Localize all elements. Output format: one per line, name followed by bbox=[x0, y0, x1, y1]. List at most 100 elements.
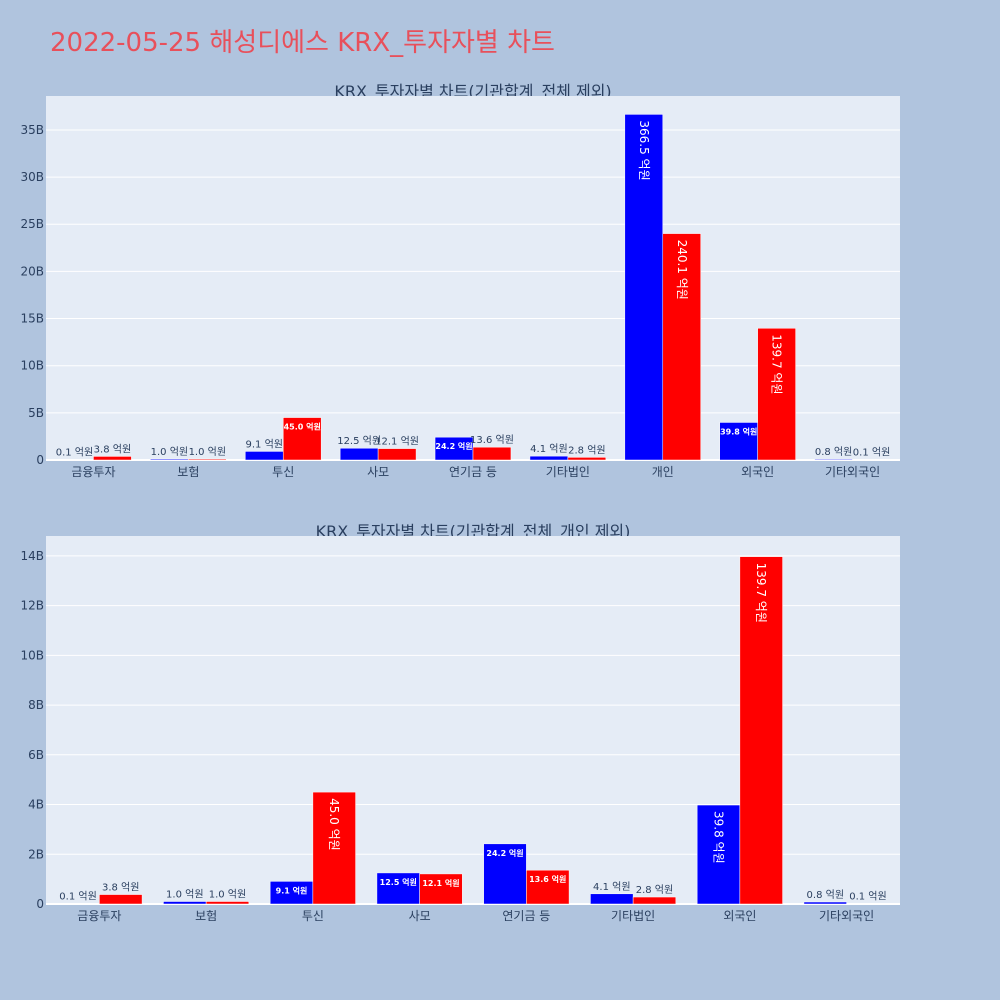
bar-sell bbox=[419, 873, 463, 905]
data-label: 39.8 억원 bbox=[712, 811, 726, 864]
bar-buy bbox=[245, 451, 284, 461]
bar-buy bbox=[56, 903, 100, 905]
data-label: 0.1 억원 bbox=[56, 447, 93, 459]
data-label: 3.8 억원 bbox=[102, 882, 139, 894]
x-tick-label: 투신 bbox=[302, 909, 324, 923]
data-label: 13.6 억원 bbox=[529, 874, 566, 884]
bar-sell bbox=[526, 869, 570, 905]
data-label: 1.0 억원 bbox=[151, 446, 188, 458]
y-tick-label: 0 bbox=[36, 897, 44, 911]
y-tick-label: 35B bbox=[20, 123, 44, 137]
y-tick-label: 14B bbox=[20, 549, 44, 563]
y-tick-label: 25B bbox=[20, 217, 44, 231]
data-label: 2.8 억원 bbox=[636, 884, 673, 896]
bar-sell bbox=[852, 459, 891, 461]
bar-buy bbox=[590, 893, 634, 905]
bar-buy bbox=[529, 455, 569, 461]
x-tick-label: 사모 bbox=[367, 465, 389, 479]
bar-sell bbox=[472, 446, 512, 461]
x-tick-label: 보험 bbox=[177, 465, 199, 479]
data-label: 0.1 억원 bbox=[849, 891, 886, 903]
bar-buy bbox=[719, 422, 758, 461]
bar-sell bbox=[93, 456, 132, 461]
y-tick-label: 10B bbox=[20, 648, 44, 662]
x-tick-label: 기타외국인 bbox=[819, 909, 874, 923]
bar-sell bbox=[739, 556, 783, 905]
data-label: 9.1 억원 bbox=[246, 438, 283, 450]
data-label: 4.1 억원 bbox=[593, 881, 630, 893]
x-tick-label: 금융투자 bbox=[77, 909, 121, 923]
x-tick-label: 보험 bbox=[195, 909, 217, 923]
data-label: 12.1 억원 bbox=[375, 436, 419, 448]
bar-buy bbox=[339, 447, 379, 461]
data-label: 240.1 억원 bbox=[675, 240, 689, 300]
data-label: 13.6 억원 bbox=[470, 434, 514, 446]
bar-buy bbox=[814, 458, 853, 461]
data-label: 24.2 억원 bbox=[435, 441, 472, 451]
bar-sell bbox=[99, 894, 143, 905]
data-label: 24.2 억원 bbox=[486, 848, 523, 858]
x-tick-label: 외국인 bbox=[723, 909, 756, 923]
x-tick-label: 사모 bbox=[409, 909, 431, 923]
bar-sell bbox=[632, 896, 677, 905]
bar-sell bbox=[377, 448, 417, 461]
bar-sell bbox=[567, 457, 607, 461]
data-label: 12.5 억원 bbox=[337, 435, 381, 447]
data-label: 4.1 억원 bbox=[530, 443, 567, 455]
data-label: 39.8 억원 bbox=[720, 426, 757, 436]
y-tick-label: 30B bbox=[20, 170, 44, 184]
x-tick-label: 연기금 등 bbox=[449, 465, 497, 479]
bar-sell bbox=[312, 791, 356, 905]
y-tick-label: 10B bbox=[20, 359, 44, 373]
y-tick-label: 15B bbox=[20, 312, 44, 326]
x-tick-label: 기타법인 bbox=[611, 909, 655, 923]
bar-sell bbox=[188, 458, 227, 461]
bar-sell bbox=[282, 417, 322, 461]
bar-buy bbox=[483, 843, 527, 905]
data-label: 0.8 억원 bbox=[815, 446, 852, 458]
y-tick-label: 4B bbox=[28, 798, 44, 812]
data-label: 45.0 억원 bbox=[327, 798, 341, 851]
data-label: 139.7 억원 bbox=[770, 334, 784, 394]
data-label: 2.8 억원 bbox=[568, 444, 605, 456]
bar-buy bbox=[163, 901, 207, 905]
y-tick-label: 8B bbox=[28, 698, 44, 712]
bar-sell bbox=[662, 233, 701, 461]
data-label: 9.1 억원 bbox=[276, 885, 308, 895]
x-tick-label: 투신 bbox=[272, 465, 294, 479]
data-label: 139.7 억원 bbox=[754, 563, 768, 623]
data-label: 0.1 억원 bbox=[853, 447, 890, 459]
data-label: 366.5 억원 bbox=[637, 120, 651, 180]
data-label: 45.0 억원 bbox=[284, 422, 321, 432]
bar-sell bbox=[757, 328, 796, 461]
data-label: 1.0 억원 bbox=[189, 446, 226, 458]
data-label: 12.5 억원 bbox=[380, 877, 417, 887]
bar-buy bbox=[55, 459, 94, 461]
x-tick-label: 개인 bbox=[652, 465, 674, 479]
x-tick-label: 연기금 등 bbox=[502, 909, 550, 923]
x-tick-label: 기타외국인 bbox=[825, 465, 880, 479]
y-tick-label: 6B bbox=[28, 748, 44, 762]
data-label: 0.8 억원 bbox=[807, 889, 844, 901]
data-label: 3.8 억원 bbox=[94, 443, 131, 455]
x-tick-label: 기타법인 bbox=[546, 465, 590, 479]
data-label: 12.1 억원 bbox=[422, 878, 459, 888]
y-tick-label: 2B bbox=[28, 847, 44, 861]
bar-sell bbox=[205, 901, 250, 905]
data-label: 1.0 억원 bbox=[209, 889, 246, 901]
y-tick-label: 5B bbox=[28, 406, 44, 420]
page-title: 2022-05-25 해성디에스 KRX_투자자별 차트 bbox=[50, 28, 555, 58]
bar-buy bbox=[150, 458, 189, 461]
y-tick-label: 0 bbox=[36, 453, 44, 467]
bar-sell bbox=[846, 903, 890, 905]
data-label: 0.1 억원 bbox=[59, 891, 96, 903]
y-tick-label: 20B bbox=[20, 264, 44, 278]
bar-buy bbox=[624, 114, 664, 461]
bar-buy bbox=[803, 901, 847, 905]
y-tick-label: 12B bbox=[20, 599, 44, 613]
data-label: 1.0 억원 bbox=[166, 889, 203, 901]
x-tick-label: 외국인 bbox=[741, 465, 774, 479]
x-tick-label: 금융투자 bbox=[71, 465, 115, 479]
